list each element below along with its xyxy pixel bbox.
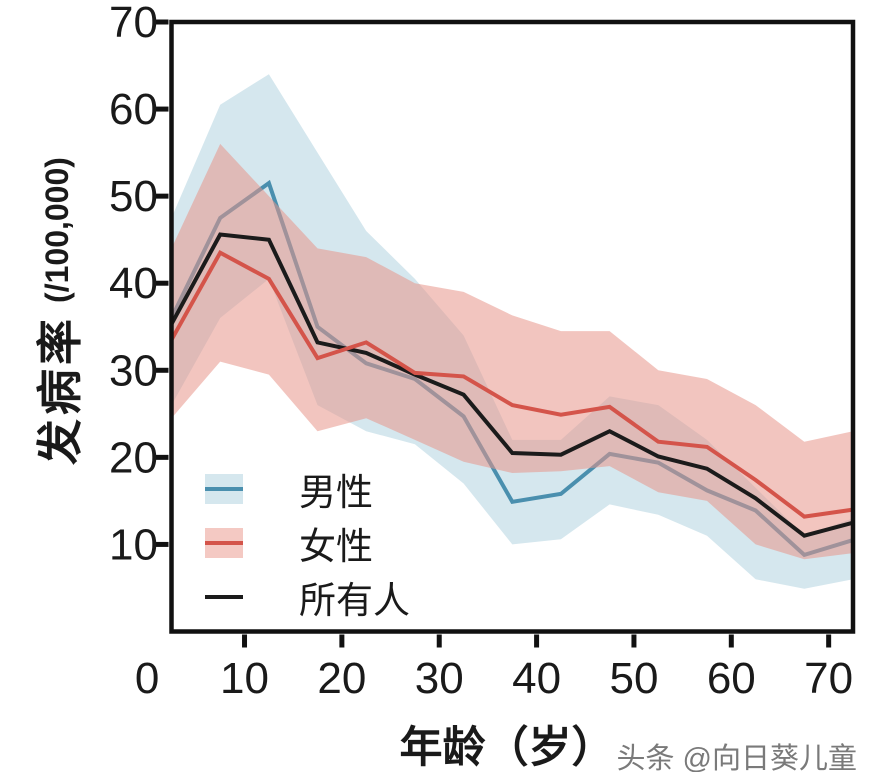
y-tick-label: 50 [109, 172, 158, 221]
watermark: 头条 @向日葵儿童 [616, 743, 858, 772]
legend-swatch-male [205, 474, 243, 504]
x-tick-label: 50 [609, 654, 658, 703]
y-tick-label: 40 [109, 259, 158, 308]
legend-swatch-all [205, 582, 243, 612]
y-axis-title-main: 发病率 [34, 314, 86, 465]
x-tick-label: 20 [317, 654, 366, 703]
y-tick-label: 20 [109, 433, 158, 482]
legend: 男性 女性 所有人 [205, 462, 410, 624]
legend-line-male [205, 487, 243, 491]
female-ci-band [171, 143, 853, 560]
female-line [169, 250, 854, 519]
y-tick-label: 30 [109, 346, 158, 395]
plot-frame [169, 19, 856, 634]
legend-line-female [205, 541, 243, 545]
x-tick-label: 10 [220, 654, 269, 703]
x-tick-label: 30 [415, 654, 464, 703]
y-tick-label: 10 [109, 520, 158, 569]
legend-label-male: 男性 [299, 472, 373, 513]
legend-item-all: 所有人 [205, 570, 410, 624]
x-tick-label: 70 [804, 654, 853, 703]
legend-swatch-female [205, 528, 243, 558]
plot-area [169, 74, 854, 589]
x-tick-label: 0 [135, 654, 159, 703]
legend-label-all: 所有人 [299, 580, 410, 621]
legend-line-all [205, 595, 243, 599]
x-tick-label: 40 [512, 654, 561, 703]
all-line [169, 232, 854, 538]
x-axis-title: 年龄（岁） [399, 724, 615, 772]
y-axis-title-unit: (/100,000) [38, 157, 75, 303]
y-tick-label: 70 [109, 0, 158, 47]
y-tick-label: 60 [109, 85, 158, 134]
legend-item-male: 男性 [205, 462, 410, 516]
x-tick-label: 60 [707, 654, 756, 703]
legend-item-female: 女性 [205, 516, 410, 570]
y-axis-title: 发病率 (/100,000) [24, 157, 90, 465]
legend-label-female: 女性 [299, 526, 373, 567]
